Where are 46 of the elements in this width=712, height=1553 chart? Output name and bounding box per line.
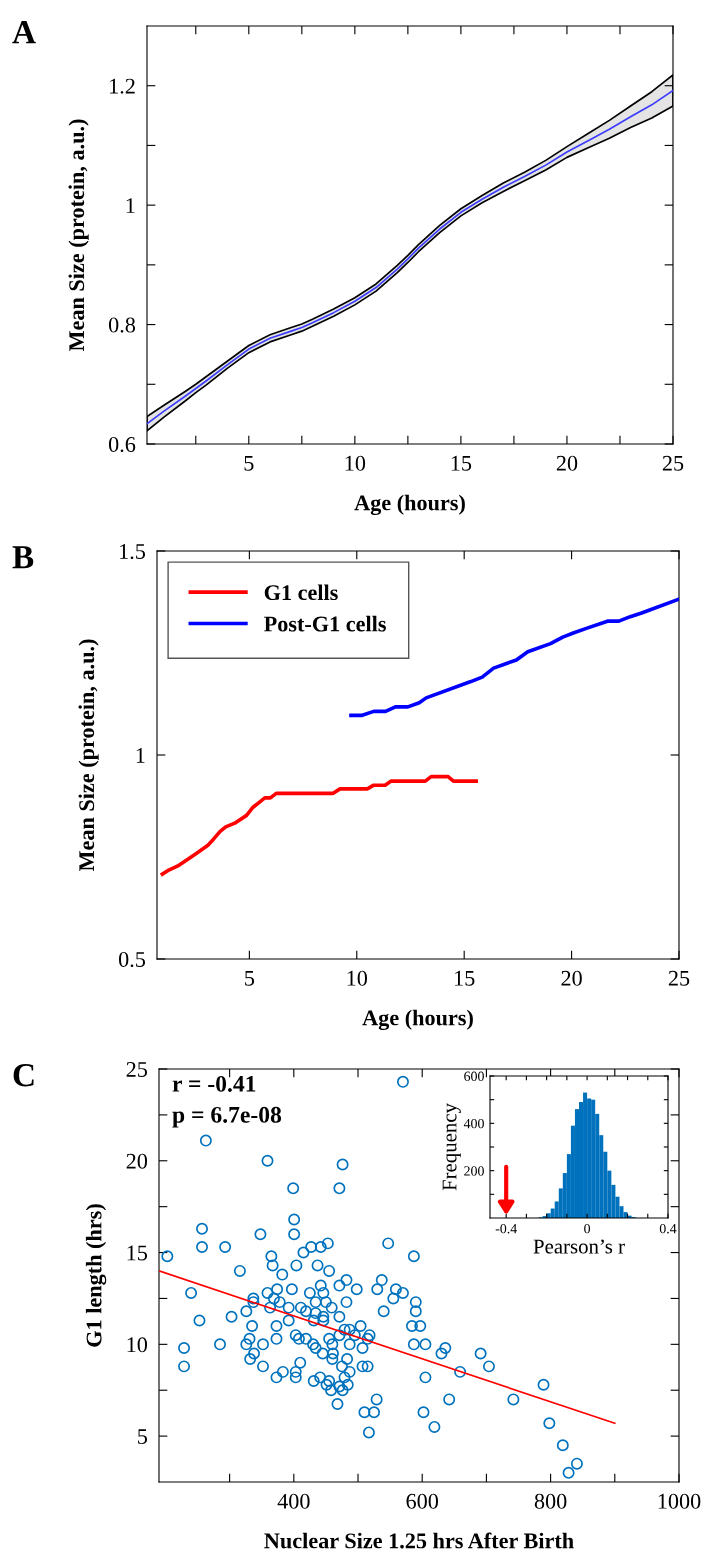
x-tick-label: 10 — [345, 455, 366, 471]
y-tick-label: 0.5 — [118, 951, 146, 968]
text: B — [12, 546, 34, 569]
y-tick-label: 1.5 — [120, 544, 146, 560]
x-tick-label: 0.4 — [659, 1223, 677, 1234]
y-tick-label: 0.6 — [108, 436, 136, 453]
y-tick-label: 0.8 — [108, 317, 136, 333]
x-tick-label: 25 — [668, 970, 690, 986]
x-axis-title: Nuclear Size 1.25 hrs After Birth — [264, 1532, 574, 1549]
x-tick-label: 10 — [347, 970, 368, 986]
y-tick-label: 5 — [138, 1429, 148, 1445]
text: A — [12, 21, 36, 44]
y-tick-label: 400 — [463, 1118, 484, 1129]
y-tick-label: 200 — [464, 1166, 484, 1176]
y-tick-label: 1.2 — [110, 78, 135, 94]
legend-label: Post-G1 cells — [264, 615, 386, 632]
y-axis-title: Frequency — [442, 1103, 461, 1191]
x-tick-label: 0 — [584, 1223, 591, 1234]
y-axis-title: G1 length (hrs) — [85, 1204, 107, 1347]
x-tick-label: 400 — [277, 1493, 310, 1509]
y-tick-label: 20 — [126, 1153, 148, 1169]
y-tick-label: 1 — [136, 748, 145, 763]
x-tick-label: -0.4 — [495, 1223, 517, 1234]
x-tick-label: 15 — [451, 455, 472, 471]
x-tick-label: 5 — [244, 455, 254, 471]
x-tick-label: 800 — [534, 1493, 567, 1509]
x-tick-label: 20 — [556, 455, 578, 471]
legend-label: G1 cells — [264, 584, 338, 601]
y-axis-title: Mean Size (protein, a.u.) — [68, 119, 89, 352]
x-axis-title: Age (hours) — [354, 494, 465, 516]
text: C — [13, 1064, 34, 1087]
y-tick-label: 15 — [127, 1245, 148, 1261]
y-tick-label: 25 — [126, 1061, 148, 1077]
annotation: p = 6.7e-08 — [172, 1106, 282, 1128]
annotation: r = -0.41 — [172, 1075, 256, 1092]
x-tick-label: 1000 — [658, 1493, 701, 1509]
x-tick-label: 600 — [406, 1493, 439, 1509]
x-axis-title: Age (hours) — [362, 1009, 473, 1031]
x-axis-title: Pearson’s r — [533, 1239, 625, 1254]
x-tick-label: 5 — [245, 970, 255, 986]
y-tick-label: 10 — [127, 1337, 148, 1353]
y-tick-label: 1 — [126, 198, 135, 213]
y-axis-title: Mean Size (protein, a.u.) — [78, 639, 99, 872]
x-tick-label: 25 — [662, 455, 684, 471]
x-tick-label: 20 — [561, 970, 582, 986]
y-tick-label: 600 — [464, 1071, 484, 1081]
